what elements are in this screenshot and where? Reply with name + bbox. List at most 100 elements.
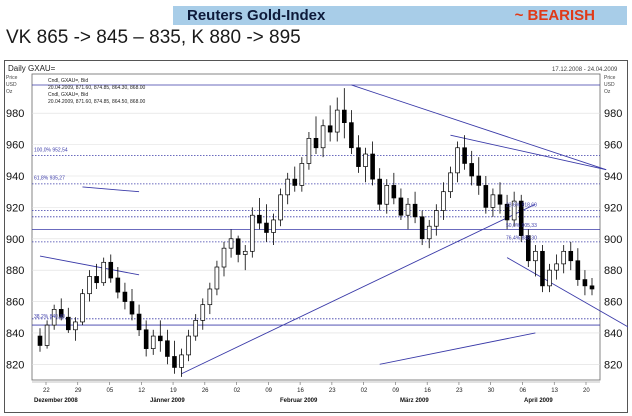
x-tick-label: 16	[424, 388, 431, 394]
candle-body	[575, 260, 581, 280]
candle-body	[228, 238, 234, 249]
x-tick-label: 23	[329, 388, 336, 394]
candle-body	[384, 185, 390, 205]
legend-entry: 20.04.2009, 871.60, 874.85, 864.30, 868.…	[48, 85, 146, 91]
x-month-label: Jänner 2009	[150, 398, 185, 404]
candle-body	[122, 291, 128, 302]
candle-body	[264, 222, 269, 233]
candle-body	[179, 354, 184, 368]
x-tick-label: 02	[234, 388, 241, 394]
legend-entry: Cndl, GXAU=, Bid	[48, 78, 88, 84]
candle-body	[58, 309, 64, 318]
candle-body	[334, 109, 340, 133]
candle-body	[526, 235, 531, 262]
candle-body	[582, 279, 588, 287]
right-axis-header: Oz	[604, 89, 611, 95]
x-tick-label: 19	[170, 388, 177, 394]
right-axis-header: USD	[604, 82, 615, 88]
candle-body	[73, 321, 78, 331]
x-tick-label: 09	[265, 388, 272, 394]
candle-body	[398, 197, 404, 216]
candle-body	[441, 191, 446, 211]
candle-body	[101, 261, 106, 284]
candle-body	[66, 316, 71, 331]
chart-date-range: 17.12.2008 - 24.04.2009	[552, 67, 618, 73]
bearish-signal: ~ BEARISH	[514, 7, 595, 24]
candle-body	[186, 335, 191, 356]
x-month-label: Februar 2009	[280, 398, 318, 404]
candle-body	[589, 285, 595, 290]
y-tick-label-right: 980	[604, 108, 622, 120]
y-tick-label-right: 840	[604, 328, 622, 340]
y-tick-label-right: 920	[604, 202, 622, 214]
x-month-label: März 2009	[400, 398, 429, 404]
x-tick-label: 22	[43, 388, 50, 394]
x-tick-label: 02	[361, 388, 368, 394]
x-tick-label: 20	[583, 388, 590, 394]
candle-body	[115, 277, 121, 293]
y-tick-label-right: 960	[604, 140, 622, 152]
candle-body	[129, 301, 135, 315]
trend-line	[351, 84, 607, 171]
candle-body	[278, 194, 283, 221]
candle-body	[455, 147, 460, 174]
y-tick-label-right: 880	[604, 265, 622, 277]
y-tick-label-left: 940	[6, 171, 24, 183]
trend-line	[181, 203, 536, 375]
trade-levels: VK 865 -> 845 – 835, K 880 -> 895	[6, 27, 301, 48]
candle-body	[158, 335, 163, 342]
candle-body	[271, 219, 276, 233]
trend-line	[379, 332, 536, 365]
candle-body	[476, 175, 482, 186]
x-tick-label: 23	[456, 388, 463, 394]
y-tick-label-right: 900	[604, 234, 622, 246]
candle-body	[292, 178, 298, 186]
legend-entry: 20.04.2009, 871.60, 874.85, 864.50, 868.…	[48, 99, 146, 105]
candle-body	[172, 356, 177, 368]
candle-body	[143, 329, 149, 349]
candle-body	[44, 324, 50, 346]
candle-body	[462, 147, 467, 164]
y-tick-label-left: 840	[6, 328, 24, 340]
candle-body	[412, 203, 418, 218]
fib-level-label: 38,2% 840,40	[34, 314, 65, 320]
candle-body	[235, 238, 241, 255]
x-month-label: April 2009	[524, 398, 553, 404]
candle-body	[136, 313, 142, 331]
candle-body	[80, 293, 85, 323]
x-tick-label: 06	[519, 388, 526, 394]
candle-body	[568, 250, 574, 262]
candle-body	[214, 266, 220, 290]
candle-body	[561, 250, 566, 265]
y-tick-label-left: 880	[6, 265, 24, 277]
x-tick-label: 12	[138, 388, 145, 394]
candle-body	[370, 153, 375, 180]
x-tick-label: 05	[107, 388, 114, 394]
candle-body	[434, 210, 439, 227]
x-tick-label: 30	[488, 388, 495, 394]
candle-body	[200, 304, 206, 321]
candle-body	[504, 203, 510, 221]
candle-body	[342, 109, 347, 123]
y-tick-label-right: 820	[604, 359, 622, 371]
trend-line	[39, 255, 140, 276]
y-tick-label-left: 900	[6, 234, 24, 246]
candle-body	[327, 125, 333, 133]
candle-body	[419, 216, 425, 240]
candle-body	[257, 214, 262, 224]
chart-title: Daily GXAU=	[8, 64, 56, 73]
candle-body	[349, 122, 354, 149]
fib-level-label: 61,8% 935,27	[34, 176, 65, 182]
candle-body	[306, 137, 312, 164]
y-tick-label-left: 980	[6, 108, 24, 120]
x-month-label: Dezember 2008	[34, 398, 78, 404]
candle-body	[511, 200, 517, 221]
candle-body	[377, 178, 382, 205]
plot-area: 820 820 840 840 860 860 880 880 900 900 920 920 940 9…	[6, 73, 628, 404]
candle-body	[483, 185, 489, 208]
candle-body	[250, 214, 255, 252]
candle-body	[242, 250, 248, 255]
trend-line	[450, 134, 607, 171]
candle-body	[490, 194, 496, 208]
candle-body	[37, 335, 43, 346]
